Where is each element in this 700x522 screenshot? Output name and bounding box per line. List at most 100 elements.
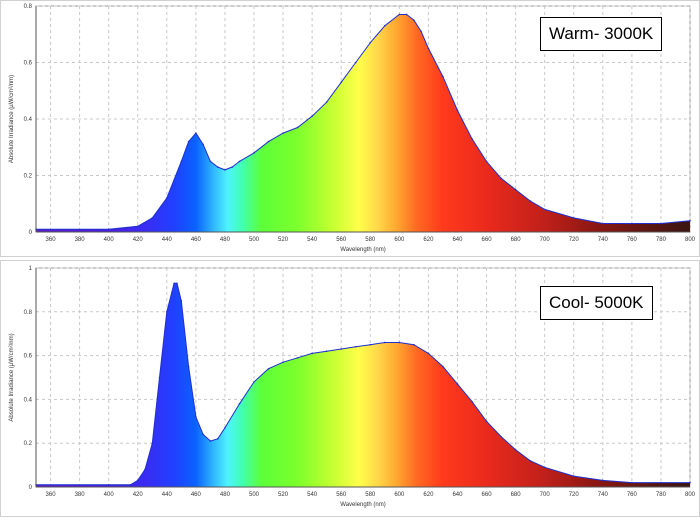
x-tick-label: 460 <box>191 492 202 498</box>
data-point <box>384 24 386 27</box>
data-point <box>660 481 662 484</box>
data-point <box>543 208 546 211</box>
y-tick-label: 0.6 <box>24 61 33 67</box>
data-point <box>180 160 183 163</box>
spectrum-fill <box>36 14 690 232</box>
y-tick-label: 0.8 <box>24 4 33 10</box>
data-point <box>602 479 604 482</box>
data-point <box>485 160 488 163</box>
data-point <box>514 188 517 191</box>
data-point <box>136 225 139 228</box>
x-tick-label: 700 <box>540 492 551 498</box>
data-point <box>296 356 299 359</box>
data-point <box>311 352 313 355</box>
data-point <box>369 41 372 44</box>
data-point <box>238 160 241 163</box>
data-point <box>253 152 255 154</box>
data-point <box>253 381 255 383</box>
data-point <box>471 400 473 403</box>
cool-panel: 360 380 400 420 440 460 480 500 520 540 560 580 600 6… <box>0 260 700 517</box>
x-tick-label: 480 <box>220 237 231 243</box>
y-tick-label: 0 <box>29 230 33 236</box>
data-point <box>176 282 178 285</box>
data-point <box>660 222 662 225</box>
x-tick-label: 780 <box>656 492 667 498</box>
data-point <box>529 200 531 202</box>
data-point <box>224 427 226 429</box>
x-tick-label: 580 <box>365 237 376 243</box>
x-tick-label: 640 <box>452 492 463 498</box>
x-tick-label: 780 <box>656 237 667 243</box>
x-tick-label: 500 <box>249 492 260 498</box>
x-tick-label: 400 <box>104 492 115 498</box>
x-tick-label: 380 <box>75 492 86 498</box>
x-tick-label: 720 <box>569 237 580 243</box>
data-point <box>369 343 372 346</box>
y-tick-label: 0.4 <box>24 397 33 403</box>
x-tick-label: 680 <box>511 492 522 498</box>
data-point <box>209 440 212 442</box>
data-point <box>602 222 604 225</box>
data-point <box>427 352 430 355</box>
x-axis-title: Wavelength (nm) <box>340 247 385 253</box>
data-point <box>427 47 430 50</box>
data-point <box>340 348 343 350</box>
data-point <box>180 300 183 302</box>
y-tick-label: 0.2 <box>24 441 33 447</box>
data-point <box>187 140 190 143</box>
data-point <box>325 101 328 103</box>
x-tick-label: 560 <box>336 492 347 498</box>
data-point <box>166 197 168 199</box>
data-point <box>144 468 146 471</box>
x-tick-label: 540 <box>307 237 318 243</box>
data-point <box>282 132 284 134</box>
warm-badge: Warm- 3000K <box>540 17 663 51</box>
data-point <box>151 442 154 444</box>
y-axis-title: Absolute Irradiance (µW/cm²/nm) <box>9 75 15 163</box>
data-point <box>231 166 233 168</box>
data-point <box>282 361 284 363</box>
x-tick-label: 720 <box>569 492 580 498</box>
data-point <box>413 19 415 21</box>
data-point <box>689 219 691 222</box>
data-point <box>529 459 531 462</box>
y-tick-label: 0.4 <box>24 117 33 123</box>
y-tick-label: 0.8 <box>24 310 33 316</box>
data-point <box>107 484 110 486</box>
data-point <box>173 282 175 285</box>
data-point <box>543 466 546 469</box>
spectrum-fill <box>36 283 690 487</box>
y-axis-title: Absolute Irradiance (µW/cm²/nm) <box>9 333 15 421</box>
x-tick-label: 680 <box>511 237 522 243</box>
data-point <box>442 365 444 368</box>
data-point <box>514 448 517 451</box>
x-tick-label: 520 <box>278 492 289 498</box>
data-point <box>267 367 270 370</box>
y-tick-label: 0 <box>29 485 33 491</box>
x-tick-label: 760 <box>627 492 638 498</box>
data-point <box>572 217 575 219</box>
x-tick-label: 600 <box>394 492 405 498</box>
x-tick-label: 660 <box>482 237 493 243</box>
x-tick-label: 600 <box>394 237 405 243</box>
data-point <box>354 346 357 348</box>
spectrum-line <box>36 282 690 486</box>
y-tick-label: 0.2 <box>24 174 33 180</box>
x-tick-label: 740 <box>598 492 609 498</box>
x-tick-label: 640 <box>452 237 463 243</box>
data-point <box>442 75 444 78</box>
data-point <box>195 416 197 418</box>
data-point <box>689 481 691 484</box>
x-tick-label: 560 <box>336 237 347 243</box>
x-tick-label: 620 <box>423 492 434 498</box>
data-point <box>413 343 415 346</box>
x-tick-label: 440 <box>162 492 173 498</box>
data-point <box>456 383 459 385</box>
x-tick-label: 360 <box>46 237 57 243</box>
cool-badge: Cool- 5000K <box>540 286 653 320</box>
data-point <box>238 402 241 405</box>
data-point <box>166 311 168 313</box>
warm-panel: 360 380 400 420 440 460 480 500 520 540 560 580 600 6… <box>0 0 700 257</box>
x-tick-label: 440 <box>162 237 173 243</box>
